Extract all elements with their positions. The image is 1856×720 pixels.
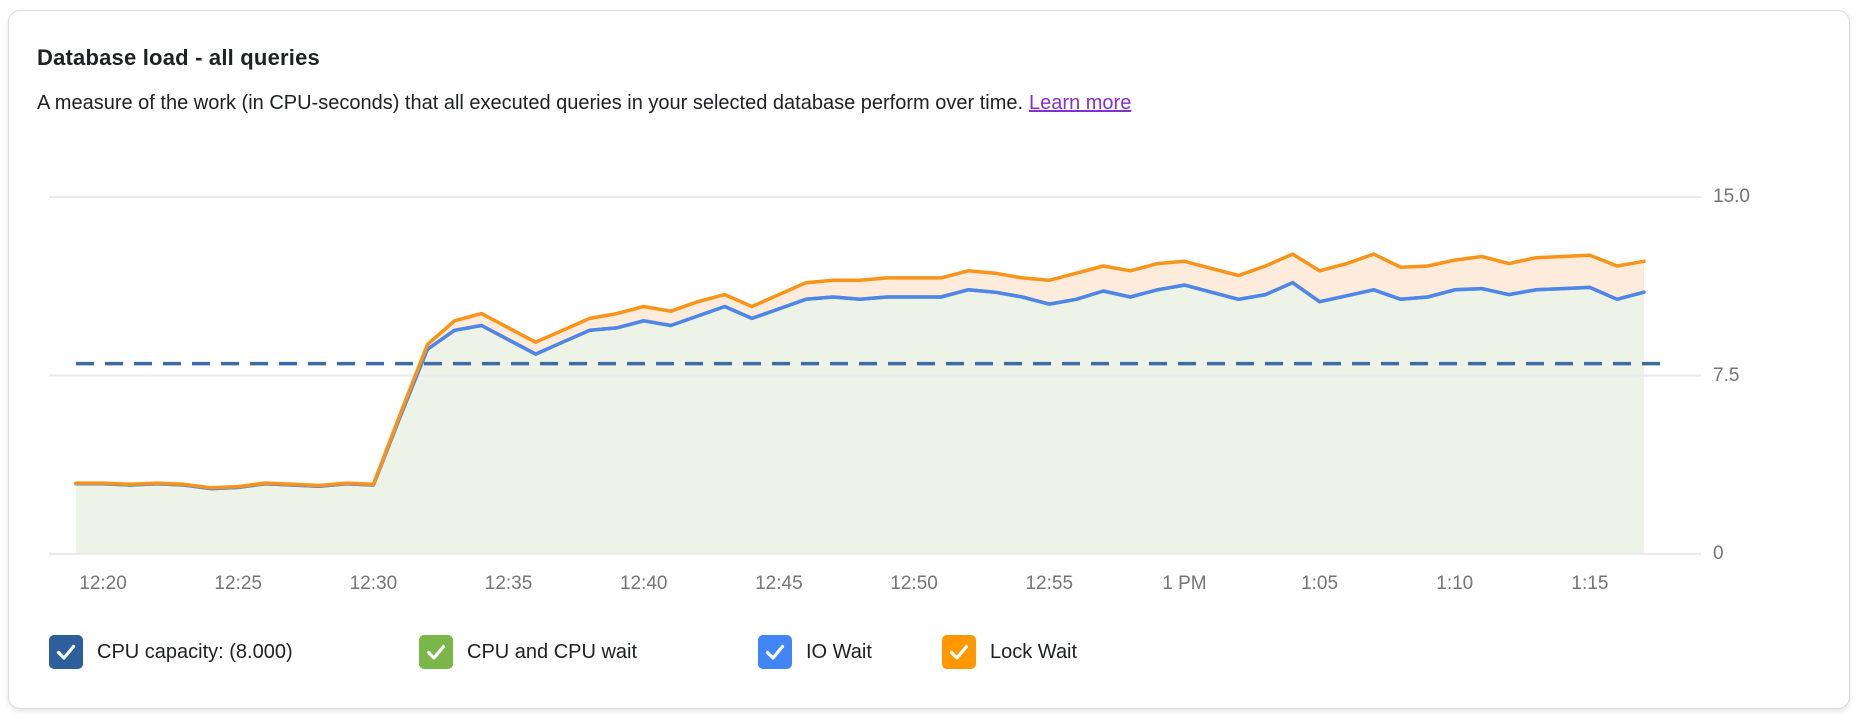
x-axis-label: 1 PM: [1162, 573, 1207, 594]
x-axis-label: 1:05: [1301, 573, 1339, 594]
database-load-card: Database load - all queries A measure of…: [8, 10, 1850, 709]
legend-item-cpu-capacity[interactable]: CPU capacity: (8.000): [49, 635, 293, 669]
x-axis-label: 12:50: [890, 573, 938, 594]
load-chart-plot: [49, 196, 1701, 555]
lock-wait-line: [74, 252, 1646, 490]
chart-description: A measure of the work (in CPU-seconds) t…: [37, 92, 1131, 115]
x-axis-label: 12:25: [214, 573, 262, 594]
x-axis-label: 12:35: [484, 573, 533, 594]
y-axis-label: 7.5: [1713, 364, 1740, 386]
legend-label-cpu-and-cpu-wait: CPU and CPU wait: [467, 640, 638, 663]
legend-item-cpu-and-cpu-wait[interactable]: CPU and CPU wait: [419, 635, 637, 669]
x-axis-label: 12:30: [349, 573, 398, 594]
legend-item-lock-wait[interactable]: Lock Wait: [942, 635, 1077, 669]
x-axis-label: 12:20: [79, 573, 127, 594]
legend-checkbox-cpu-and-cpu-wait[interactable]: [419, 635, 453, 669]
load-chart: 0 7.5 15.0 12:20 12:25 12:30 12:35 12:40 12:45 1…: [9, 11, 1849, 708]
checkmark-icon: [426, 644, 446, 660]
learn-more-link[interactable]: Learn more: [1029, 92, 1132, 114]
legend-checkbox-lock-wait[interactable]: [942, 635, 976, 669]
x-axis-label: 12:40: [619, 573, 668, 594]
legend-checkbox-cpu-capacity[interactable]: [49, 635, 83, 669]
legend-item-io-wait[interactable]: IO Wait: [758, 635, 872, 669]
y-axis-label: 15.0: [1713, 186, 1750, 207]
chart-description-text: A measure of the work (in CPU-seconds) t…: [37, 92, 1024, 114]
page-title: Database load - all queries: [37, 45, 320, 70]
checkmark-icon: [56, 644, 76, 660]
x-axis-label: 12:45: [755, 573, 803, 594]
cpu-area-fill: [76, 282, 1644, 554]
legend-label-lock-wait: Lock Wait: [990, 640, 1078, 663]
legend-label-cpu-capacity: CPU capacity: (8.000): [97, 640, 293, 663]
x-axis-label: 1:15: [1571, 573, 1609, 594]
checkmark-icon: [765, 644, 785, 660]
y-axis-label: 0: [1713, 543, 1724, 564]
legend-label-io-wait: IO Wait: [806, 640, 872, 663]
x-axis-label: 1:10: [1436, 573, 1474, 594]
checkmark-icon: [949, 644, 969, 660]
x-axis-label: 12:55: [1025, 573, 1074, 594]
lock-wait-band-fill: [76, 254, 1644, 489]
legend-checkbox-io-wait[interactable]: [758, 635, 792, 669]
